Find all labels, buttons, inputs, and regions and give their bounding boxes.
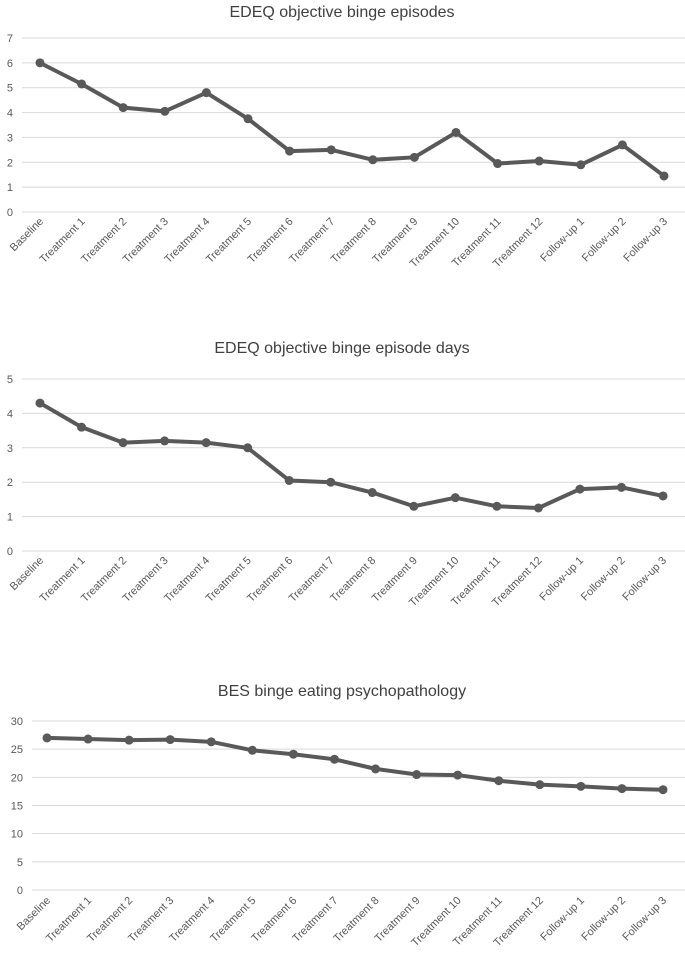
y-tick-label: 0	[7, 546, 13, 558]
data-point	[42, 733, 52, 743]
x-tick-label: Follow-up 3	[620, 895, 669, 944]
data-point	[326, 477, 336, 487]
x-tick-label: Baseline	[8, 555, 46, 593]
y-tick-label: 3	[7, 132, 13, 144]
y-tick-label: 0	[7, 207, 13, 219]
data-point	[493, 159, 503, 169]
data-point	[412, 770, 422, 780]
y-tick-label: 4	[7, 108, 13, 120]
data-point	[492, 501, 502, 511]
chart-title: EDEQ objective binge episodes	[229, 4, 454, 21]
data-point	[409, 501, 419, 511]
data-point	[450, 493, 460, 503]
y-tick-label: 25	[11, 744, 23, 756]
data-point	[284, 475, 294, 485]
data-point	[243, 443, 253, 453]
data-point	[494, 776, 504, 786]
y-tick-label: 2	[7, 157, 13, 169]
y-tick-label: 15	[11, 801, 23, 813]
series-line	[38, 60, 666, 178]
chart-edeq-episodes: EDEQ objective binge episodes 0 1 2 3 4 5 6 7 Bas…	[0, 0, 685, 290]
chart-title: EDEQ objective binge episode days	[214, 340, 469, 357]
data-point	[326, 145, 336, 155]
data-point	[77, 79, 87, 89]
data-point	[329, 754, 339, 764]
data-point	[533, 503, 543, 513]
data-point	[160, 106, 170, 116]
x-tick-label: Follow-up 2	[580, 216, 629, 265]
data-point	[617, 784, 627, 794]
data-point	[371, 764, 381, 774]
y-tick-label: 6	[7, 58, 13, 70]
chart-edeq-episode-days: EDEQ objective binge episode days 0 1 2 3 4 5 B…	[0, 330, 685, 630]
data-point	[77, 422, 87, 432]
y-tick-label: 5	[7, 83, 13, 95]
y-tick-label: 20	[11, 772, 23, 784]
data-point	[247, 745, 257, 755]
data-point	[575, 484, 585, 494]
series-line	[45, 735, 665, 792]
y-tick-label: 30	[11, 716, 23, 728]
y-tick-label: 5	[17, 857, 23, 869]
data-point	[576, 781, 586, 791]
y-tick-label: 1	[7, 182, 13, 194]
y-tick-label: 2	[7, 477, 13, 489]
x-tick-label: Baseline	[15, 895, 53, 933]
chart-bes-psychopathology: BES binge eating psychopathology 0 5 10 15 20…	[0, 672, 685, 963]
chart-bes-psychopathology-svg: BES binge eating psychopathology 0 5 10 15 20…	[11, 683, 685, 949]
data-point	[35, 398, 45, 408]
y-tick-label: 4	[7, 408, 13, 420]
data-point	[118, 438, 128, 448]
y-tick-label: 7	[7, 33, 13, 45]
data-point	[124, 735, 134, 745]
chart-edeq-episodes-svg: EDEQ objective binge episodes 0 1 2 3 4 5 6 7 Bas…	[7, 4, 685, 270]
y-tick-label: 1	[7, 512, 13, 524]
data-point	[659, 171, 669, 181]
x-tick-label: Follow-up 3	[621, 216, 670, 265]
y-tick-label: 5	[7, 374, 13, 386]
data-point	[367, 488, 377, 498]
y-tick-label: 0	[17, 885, 23, 897]
data-point	[201, 438, 211, 448]
data-point	[35, 58, 45, 68]
data-point	[206, 737, 216, 747]
data-point	[616, 482, 626, 492]
data-point	[201, 88, 211, 98]
data-point	[285, 146, 295, 156]
data-point	[243, 114, 253, 124]
y-tick-label: 10	[11, 829, 23, 841]
data-point	[409, 152, 419, 162]
data-point	[535, 780, 545, 790]
data-point	[83, 734, 93, 744]
x-tick-label: Baseline	[8, 216, 46, 254]
chart-title: BES binge eating psychopathology	[218, 683, 466, 700]
x-tick-label: Follow-up 3	[620, 555, 669, 604]
y-tick-label: 3	[7, 443, 13, 455]
data-point	[118, 103, 128, 113]
data-point	[617, 140, 627, 150]
data-point	[451, 127, 461, 137]
data-point	[368, 155, 378, 165]
data-point	[658, 785, 668, 795]
series-line	[38, 401, 665, 510]
data-point	[160, 436, 170, 446]
data-point	[165, 735, 175, 745]
data-point	[453, 770, 463, 780]
data-point	[288, 749, 298, 759]
chart-edeq-episode-days-svg: EDEQ objective binge episode days 0 1 2 3 4 5 B…	[7, 340, 685, 609]
data-point	[658, 491, 668, 501]
data-point	[534, 156, 544, 166]
data-point	[576, 160, 586, 170]
